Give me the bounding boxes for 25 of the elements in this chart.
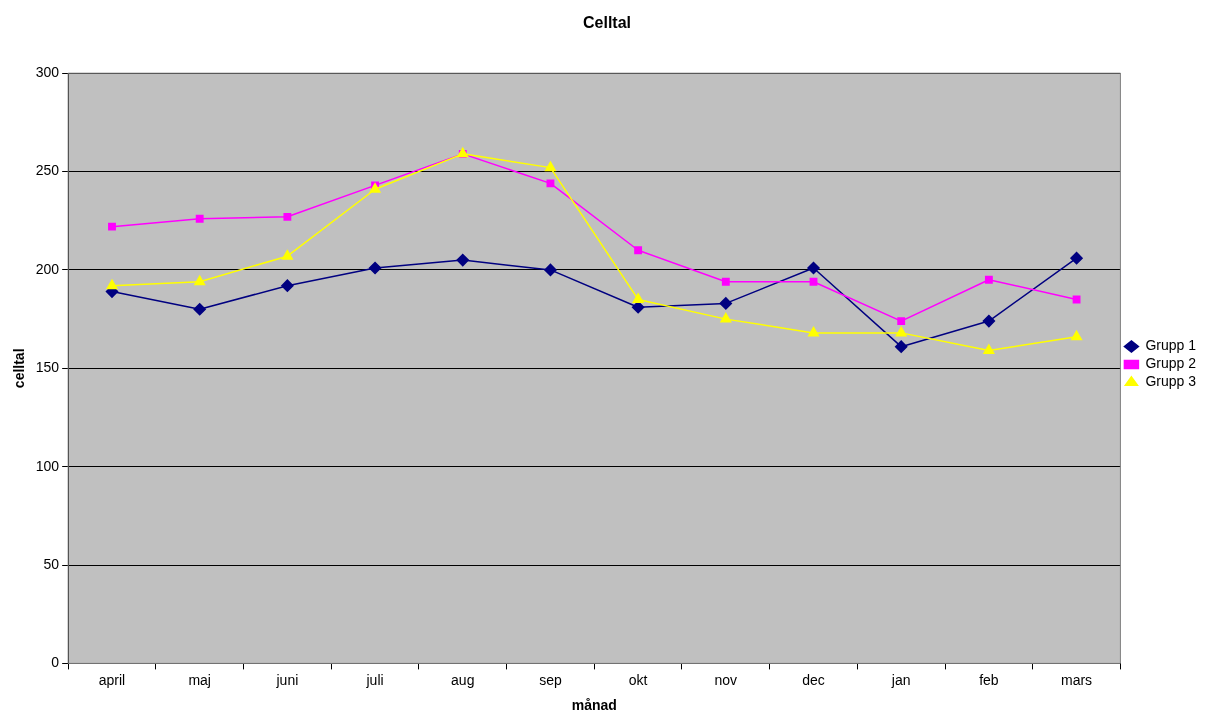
x-tick-label: jan xyxy=(890,671,911,688)
y-tick-label: 250 xyxy=(35,162,60,179)
x-tick-label: juni xyxy=(275,671,299,688)
x-tick-label: mars xyxy=(1061,671,1093,688)
x-tick-label: april xyxy=(98,671,126,688)
y-axis-title: celltal xyxy=(11,348,28,389)
x-tick-label: feb xyxy=(979,671,999,688)
x-tick-label: juli xyxy=(365,671,384,688)
y-tick-label: 150 xyxy=(35,359,60,376)
x-tick-label: dec xyxy=(802,671,825,688)
x-tick-label: nov xyxy=(714,671,738,688)
x-tick-label: maj xyxy=(188,671,211,688)
x-tick-label: sep xyxy=(539,671,562,688)
y-tick-label: 300 xyxy=(35,64,60,81)
legend-label: Grupp 2 xyxy=(1145,355,1197,372)
x-axis-title: månad xyxy=(571,697,617,714)
y-tick-label: 100 xyxy=(35,457,60,474)
y-tick-label: 200 xyxy=(35,260,60,277)
legend-label: Grupp 3 xyxy=(1145,373,1197,390)
chart-title: Celltal xyxy=(582,14,632,32)
legend-label: Grupp 1 xyxy=(1145,337,1197,354)
y-tick-label: 0 xyxy=(51,654,60,671)
y-tick-label: 50 xyxy=(43,555,60,572)
x-tick-label: okt xyxy=(628,671,648,688)
x-tick-label: aug xyxy=(451,671,475,688)
